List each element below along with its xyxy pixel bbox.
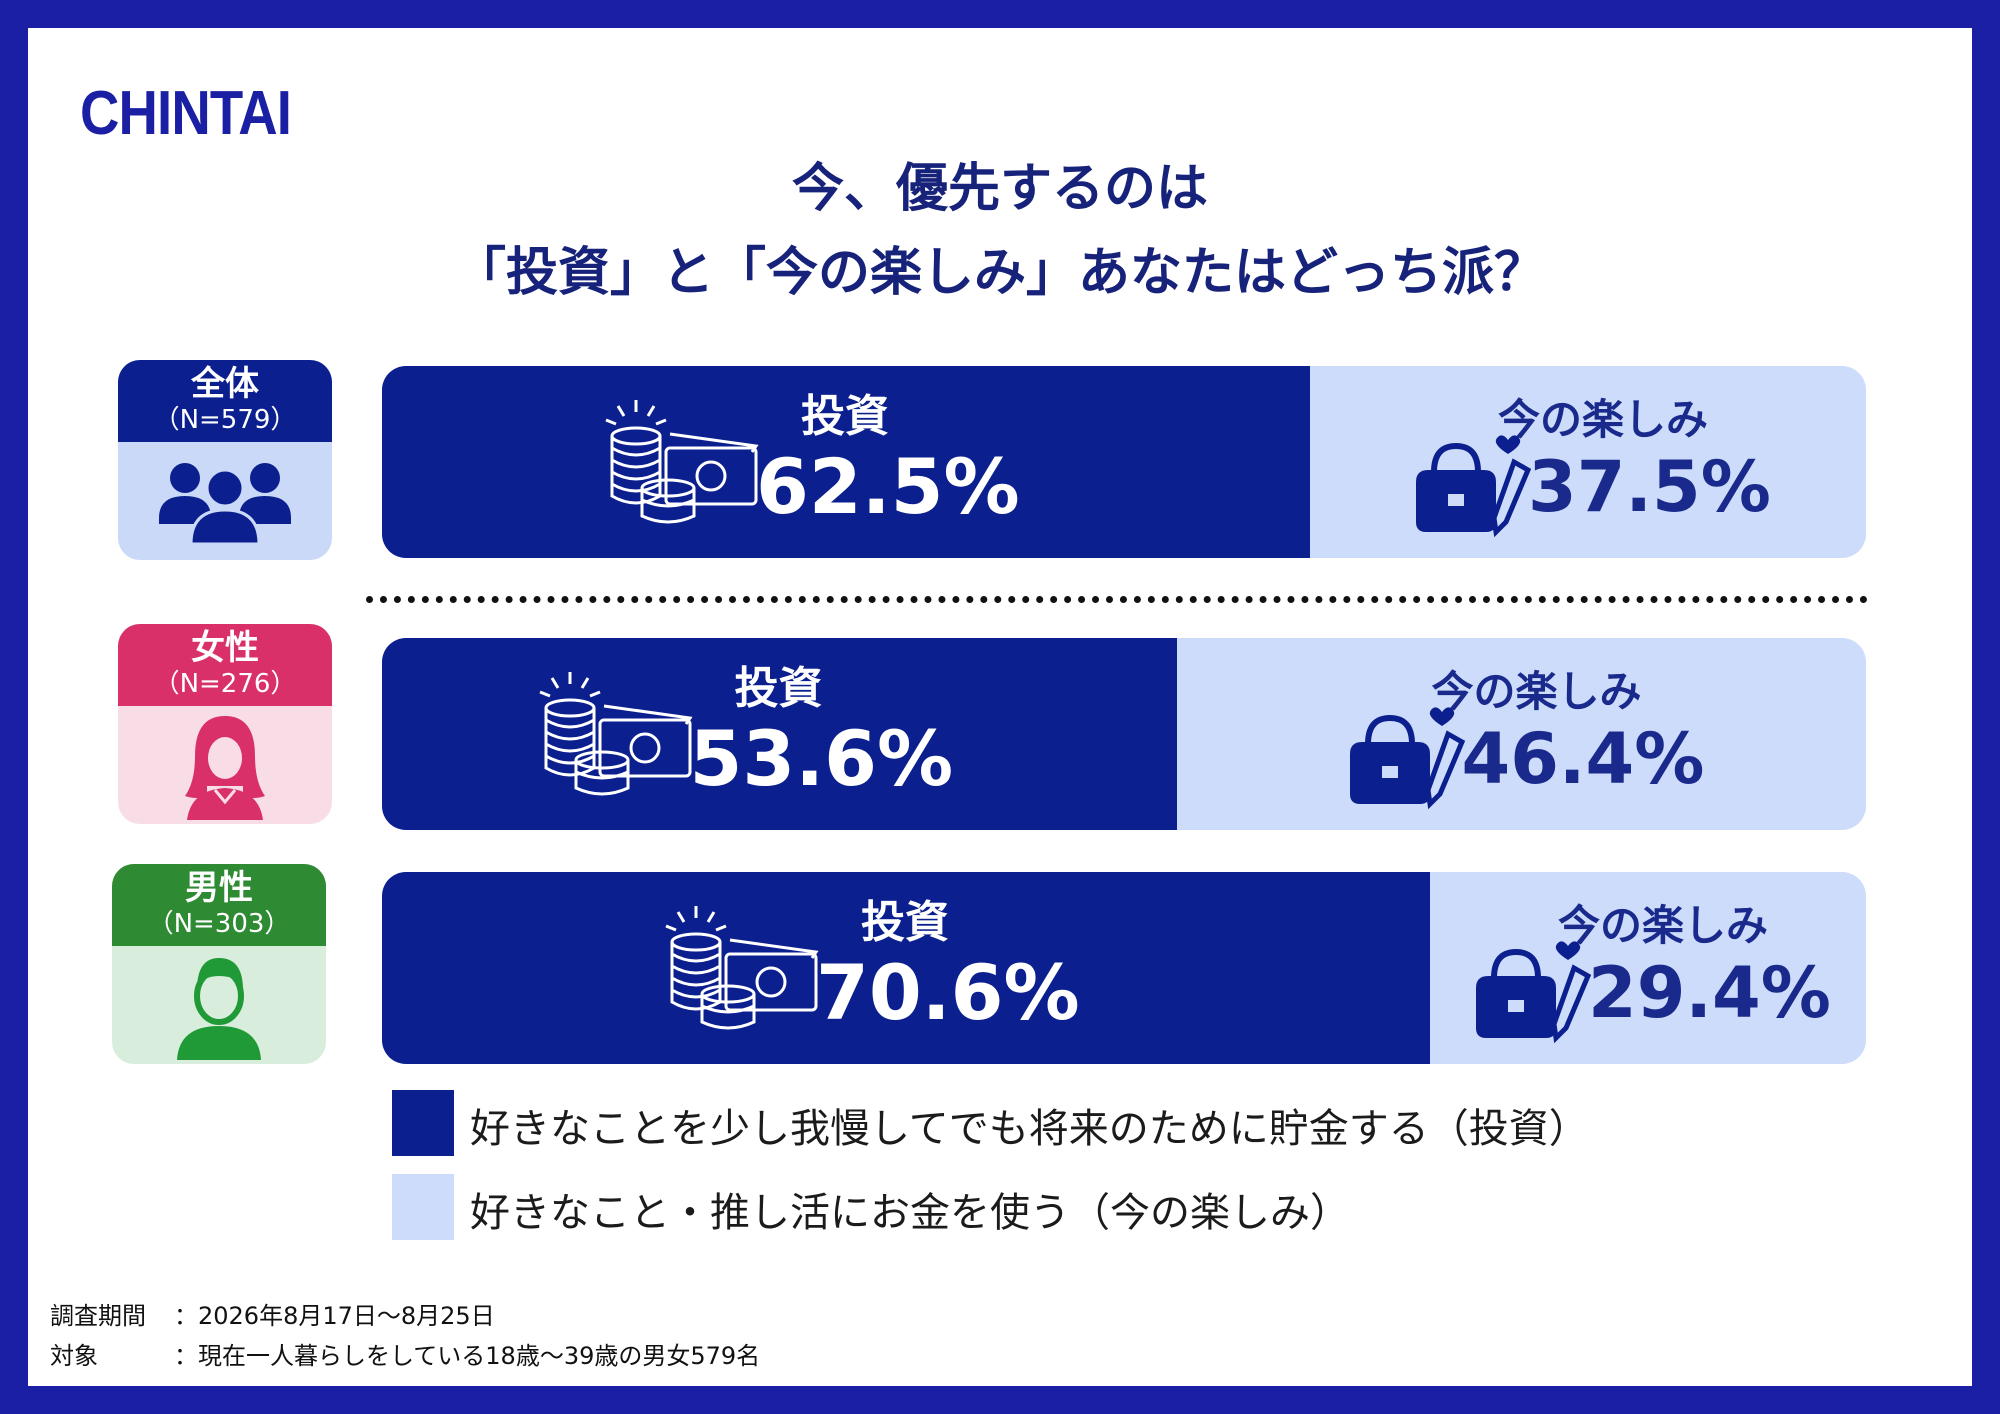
money-icon bbox=[605, 400, 759, 524]
badge-body bbox=[118, 442, 332, 560]
group-people-icon bbox=[159, 463, 291, 546]
chintai-logo: CHINTAI bbox=[80, 78, 292, 149]
handbag-icon bbox=[1476, 941, 1592, 1044]
investment-area: 投資 62.5% bbox=[382, 366, 1310, 558]
legend-text: 好きなことを少し我慢してでも将来のために貯金する（投資） bbox=[470, 1106, 1589, 1152]
bar-investment-segment bbox=[382, 872, 1430, 1064]
handbag-icon bbox=[1416, 435, 1532, 538]
legend-text: 好きなこと・推し活にお金を使う（今の楽しみ） bbox=[470, 1190, 1350, 1236]
fun-value-label: 46.4% bbox=[1461, 718, 1705, 800]
investment-label: 投資 bbox=[734, 663, 823, 714]
handbag-icon bbox=[1349, 707, 1465, 810]
investment-value-label: 70.6% bbox=[816, 948, 1080, 1037]
investment-value-label: 53.6% bbox=[689, 714, 954, 803]
fun-value-label: 29.4% bbox=[1588, 952, 1831, 1034]
investment-value-label: 62.5% bbox=[756, 442, 1020, 531]
investment-area: 投資 53.6% bbox=[382, 638, 1177, 830]
woman-icon bbox=[185, 716, 265, 820]
fun-area: 今の楽しみ 46.4% bbox=[1177, 638, 1866, 830]
footnote-period-key: 調査期間 bbox=[50, 1302, 146, 1330]
money-icon bbox=[665, 906, 819, 1030]
bar-male: 投資 70.6% 今の楽しみ 29.4% bbox=[382, 872, 1866, 1064]
group-name: 女性 bbox=[191, 628, 259, 668]
logo-text: CHINTAI bbox=[80, 79, 292, 148]
footnote-period: 調査期間 ：2026年8月17日～8月25日 bbox=[50, 1296, 495, 1331]
fun-area: 今の楽しみ 29.4% bbox=[1430, 872, 1866, 1064]
badge-header: 男性 （N=303） bbox=[112, 864, 326, 946]
group-badge-female: 女性 （N=276） bbox=[118, 624, 332, 824]
legend-swatch bbox=[392, 1174, 454, 1240]
fun-label: 今の楽しみ bbox=[1558, 901, 1769, 950]
group-name: 全体 bbox=[191, 364, 259, 404]
badge-header: 女性 （N=276） bbox=[118, 624, 332, 706]
investment-label: 投資 bbox=[801, 391, 889, 442]
legend-swatch bbox=[392, 1090, 454, 1156]
bar-investment-segment bbox=[382, 638, 1177, 830]
fun-label: 今の楽しみ bbox=[1431, 667, 1642, 716]
bar-all: 投資 62.5% 今の楽しみ 37.5% bbox=[382, 366, 1866, 558]
page-title-line2: 「投資」と「今の楽しみ」あなたはどっち派？ bbox=[453, 243, 1546, 303]
bar-investment-segment bbox=[382, 366, 1310, 558]
footnote-target: 対象 ：現在一人暮らしをしている18歳～39歳の男女579名 bbox=[50, 1336, 760, 1371]
fun-value-label: 37.5% bbox=[1528, 446, 1771, 528]
divider bbox=[366, 596, 1868, 603]
footnote-period-value: ：2026年8月17日～8月25日 bbox=[174, 1302, 495, 1330]
money-icon bbox=[538, 672, 693, 796]
fun-label: 今の楽しみ bbox=[1498, 395, 1709, 444]
fun-area: 今の楽しみ 37.5% bbox=[1310, 366, 1866, 558]
investment-area: 投資 70.6% bbox=[382, 872, 1430, 1064]
badge-header: 全体 （N=579） bbox=[118, 360, 332, 442]
group-sample-size: （N=579） bbox=[153, 405, 297, 435]
badge-body bbox=[118, 706, 332, 824]
investment-label: 投資 bbox=[861, 897, 949, 948]
group-sample-size: （N=276） bbox=[153, 669, 297, 699]
page-title-line1: 今、優先するのは bbox=[791, 159, 1208, 219]
man-icon bbox=[177, 958, 261, 1060]
group-badge-all: 全体 （N=579） bbox=[118, 360, 332, 560]
bar-female: 投資 53.6% 今の楽しみ 46.4% bbox=[382, 638, 1866, 830]
group-sample-size: （N=303） bbox=[147, 909, 291, 939]
group-name: 男性 bbox=[185, 868, 253, 908]
footnote-target-key: 対象 bbox=[50, 1342, 98, 1370]
badge-body bbox=[112, 946, 326, 1064]
footnote-target-value: ：現在一人暮らしをしている18歳～39歳の男女579名 bbox=[174, 1342, 761, 1370]
group-badge-male: 男性 （N=303） bbox=[112, 864, 326, 1064]
